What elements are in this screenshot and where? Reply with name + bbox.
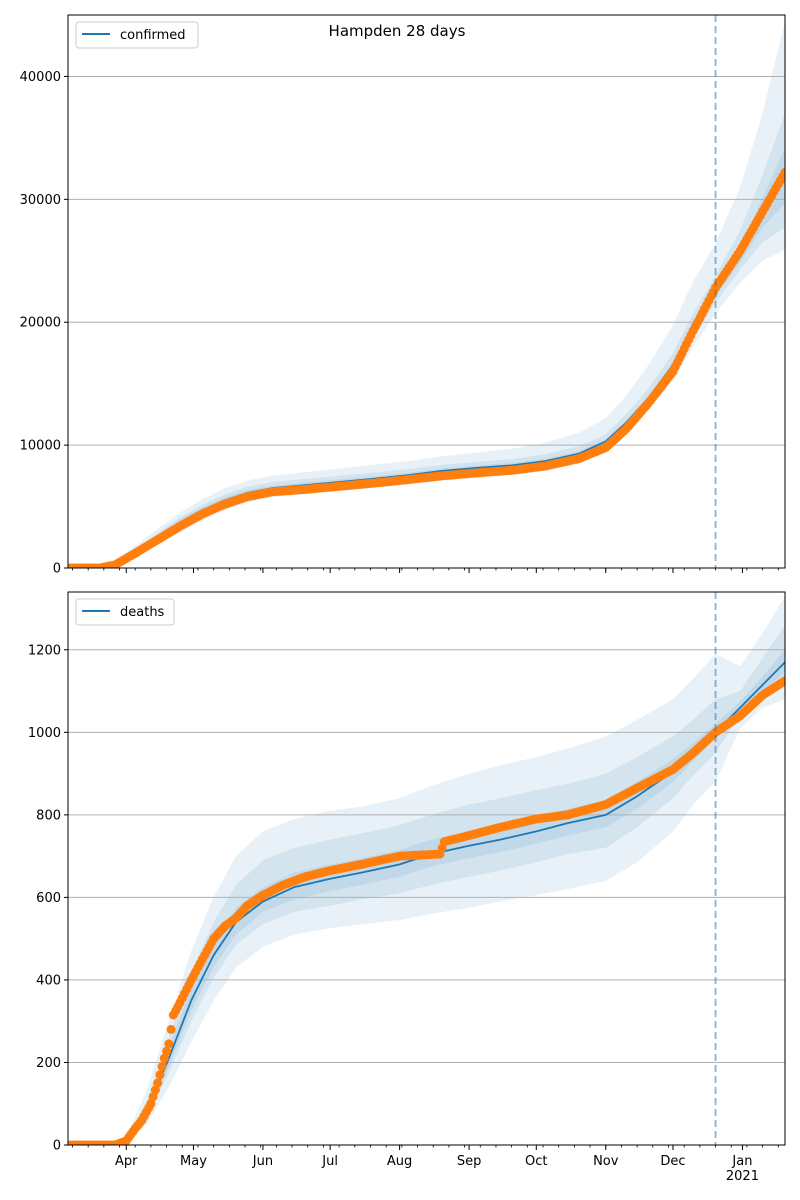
deaths-y-axis: 0 200 400 600 800 1000 1200: [28, 643, 68, 1154]
x-tick-label: Jul: [321, 1154, 338, 1169]
y-tick-label: 0: [53, 1139, 61, 1154]
deaths-axes-frame: [67, 591, 786, 1146]
observed-point: [162, 1046, 172, 1056]
legend-box: [75, 598, 175, 626]
observed-point: [155, 1070, 165, 1080]
x-tick-label: Oct: [525, 1154, 547, 1169]
y-tick-label: 1200: [28, 643, 61, 658]
observed-point: [780, 676, 785, 686]
observed-point: [153, 1078, 163, 1088]
y-tick-label: 800: [36, 808, 61, 823]
observed-point: [148, 1092, 158, 1102]
legend-box: [75, 21, 199, 49]
y-tick-label: 20000: [20, 316, 61, 331]
deaths-series: [68, 661, 785, 1145]
observed-point: [157, 1062, 167, 1072]
y-tick-label: 0: [53, 562, 61, 577]
deaths-gridlines: [68, 649, 785, 1063]
uncertainty-band-0: [68, 596, 785, 1145]
observed-point: [159, 1053, 169, 1063]
x-tick-label: May: [180, 1154, 207, 1169]
chart-title: Hampden 28 days: [329, 22, 466, 40]
legend-entry-confirmed: confirmed: [120, 28, 186, 43]
deaths-uncertainty-bands: [68, 596, 785, 1145]
observed-point: [150, 1085, 160, 1095]
y-tick-label: 10000: [20, 439, 61, 454]
deaths-panel: 0 200 400 600 800 1000 1200 Apr May Jun Jul Aug Sep…: [28, 591, 786, 1184]
confirmed-gridlines: [68, 75, 785, 446]
uncertainty-band-0: [68, 21, 785, 568]
y-tick-label: 600: [36, 891, 61, 906]
observed-point: [166, 1024, 176, 1034]
confirmed-y-axis: 0 10000 20000 30000 40000: [20, 70, 68, 577]
x-tick-label: Dec: [660, 1154, 685, 1169]
confirmed-series: [68, 167, 785, 568]
deaths-legend: deaths: [75, 598, 175, 626]
x-tick-label: Jun: [252, 1154, 273, 1169]
confirmed-legend: confirmed: [75, 21, 199, 49]
y-tick-label: 400: [36, 973, 61, 988]
confirmed-x-axis: [72, 568, 779, 573]
confirmed-panel: 0 10000 20000 30000 40000 confirmed Hampden …: [20, 14, 786, 577]
observed-point: [146, 1099, 156, 1109]
x-tick-label: 2021: [726, 1169, 759, 1184]
y-tick-label: 200: [36, 1056, 61, 1071]
x-tick-label: Aug: [387, 1154, 412, 1169]
legend-entry-deaths: deaths: [120, 605, 165, 620]
observed-point: [780, 167, 785, 177]
x-tick-label: Apr: [115, 1154, 138, 1169]
y-tick-label: 30000: [20, 193, 61, 208]
observed-point: [164, 1039, 174, 1049]
x-tick-label: Jan: [731, 1154, 752, 1169]
x-tick-label: Nov: [593, 1154, 619, 1169]
y-tick-label: 1000: [28, 726, 61, 741]
uncertainty-band-1: [68, 625, 785, 1145]
y-tick-label: 40000: [20, 70, 61, 85]
x-tick-label: Sep: [457, 1154, 482, 1169]
confirmed-axes-frame: [67, 14, 786, 569]
